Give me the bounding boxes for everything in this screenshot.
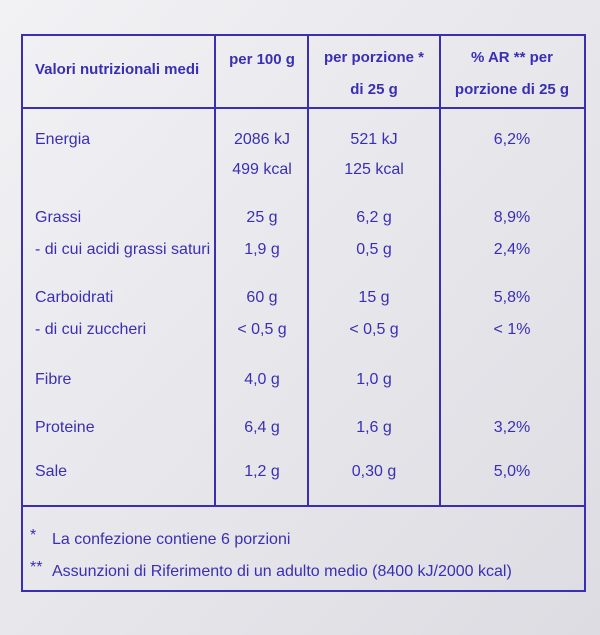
- footnote-text: Assunzioni di Riferimento di un adulto m…: [52, 563, 512, 580]
- cell-value: < 0,5 g: [349, 321, 398, 338]
- row-label: Carboidrati: [35, 289, 113, 306]
- header-cell: porzione di 25 g: [455, 81, 569, 98]
- cell-value: 1,2 g: [244, 463, 280, 480]
- cell-value: 6,4 g: [244, 419, 280, 436]
- header-cell: % AR ** per: [471, 49, 553, 66]
- cell-value: 0,5 g: [356, 241, 392, 258]
- cell-value: 6,2%: [494, 131, 530, 148]
- row-label: Energia: [35, 131, 90, 148]
- cell-value: 2,4%: [494, 241, 530, 258]
- cell-value: 3,2%: [494, 419, 530, 436]
- row-label: Fibre: [35, 371, 72, 388]
- cell-value: 5,0%: [494, 463, 530, 480]
- cell-value: 521 kJ: [350, 131, 397, 148]
- cell-value: 1,9 g: [244, 241, 280, 258]
- footnote-text: La confezione contiene 6 porzioni: [52, 531, 290, 548]
- row-label: Sale: [35, 463, 67, 480]
- cell-value: 60 g: [246, 289, 277, 306]
- cell-value: 499 kcal: [232, 161, 292, 178]
- cell-value: < 0,5 g: [237, 321, 286, 338]
- cell-value: 125 kcal: [344, 161, 404, 178]
- cell-value: 5,8%: [494, 289, 530, 306]
- cell-value: 8,9%: [494, 209, 530, 226]
- cell-value: 0,30 g: [352, 463, 396, 480]
- row-label: Grassi: [35, 209, 81, 226]
- table-frame: [21, 34, 586, 592]
- header-cell: per porzione *: [324, 49, 424, 66]
- cell-value: 15 g: [358, 289, 389, 306]
- cell-value: 1,0 g: [356, 371, 392, 388]
- cell-value: < 1%: [494, 321, 531, 338]
- row-label: Proteine: [35, 419, 95, 436]
- header-cell: per 100 g: [229, 51, 295, 68]
- cell-value: 1,6 g: [356, 419, 392, 436]
- cell-value: 2086 kJ: [234, 131, 290, 148]
- cell-value: 25 g: [246, 209, 277, 226]
- row-label: - di cui zuccheri: [35, 321, 146, 338]
- row-label: - di cui acidi grassi saturi: [35, 241, 210, 258]
- cell-value: 6,2 g: [356, 209, 392, 226]
- footnote-mark: *: [30, 527, 36, 544]
- footnote-mark: **: [30, 559, 42, 576]
- header-cell: Valori nutrizionali medi: [35, 61, 199, 78]
- cell-value: 4,0 g: [244, 371, 280, 388]
- header-cell: di 25 g: [350, 81, 398, 98]
